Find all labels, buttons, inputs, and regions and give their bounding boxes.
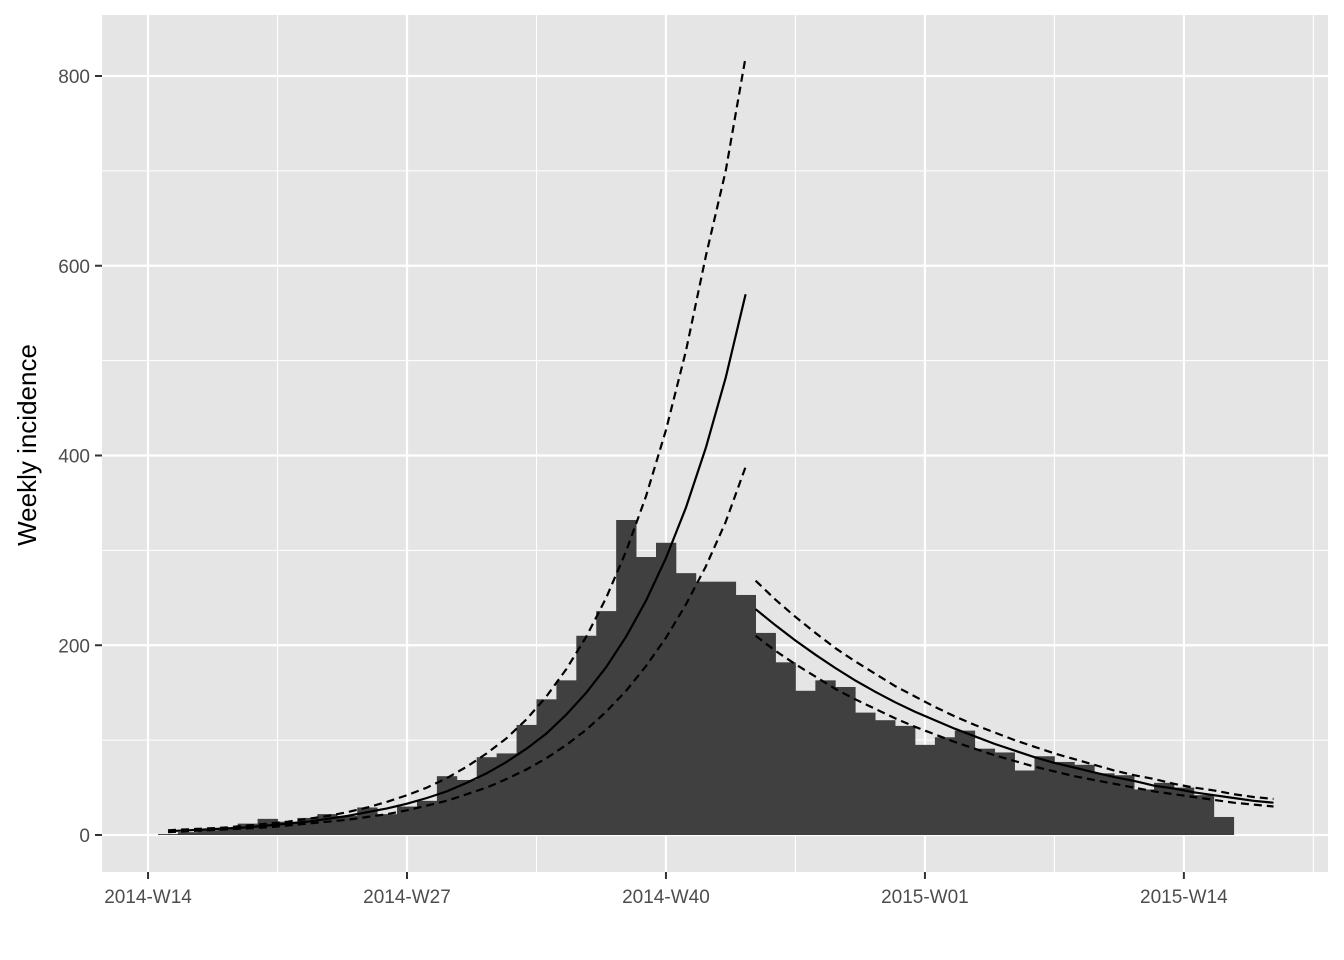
histogram-bar [556,680,577,835]
x-tick-label: 2014-W14 [104,887,192,908]
histogram-bar [436,776,458,835]
histogram-bar [357,807,378,835]
histogram-bar [934,737,956,835]
histogram-bars [158,520,1235,835]
histogram-bar [536,699,557,835]
histogram-bar [636,557,657,835]
confidence-bound-line [754,579,1274,800]
histogram-bar [755,632,776,835]
y-tick-label: 0 [79,826,90,847]
fit-line [754,608,1274,804]
histogram-bar [974,748,996,835]
axis-ticks: 0 200 400 600 800 2014-W14 2014-W27 2014-W40 201… [58,67,1228,908]
histogram-bar [596,611,617,835]
histogram-bar [775,662,796,835]
y-tick-label: 400 [58,447,90,468]
fit-line [167,293,747,833]
histogram-bar [715,581,737,835]
confidence-bound-line [754,634,1274,808]
histogram-bar [416,800,438,835]
histogram-bar [994,752,1015,835]
histogram-bar [1094,773,1115,835]
fit-lines [167,56,1274,834]
histogram-bar [1134,789,1155,835]
histogram-bar [735,594,756,835]
histogram-bar [675,573,697,835]
confidence-bound-line [167,466,747,834]
histogram-bar [914,744,936,835]
histogram-bar [158,834,179,835]
histogram-bar [1014,770,1035,835]
x-tick-label: 2014-W27 [363,887,451,908]
histogram-bar [656,542,677,835]
histogram-bar [855,712,876,835]
histogram-bar [397,806,418,835]
histogram-bar [616,520,637,835]
histogram-bar [875,720,896,835]
histogram-bar [1173,787,1195,835]
histogram-bar [954,730,976,835]
histogram-bar [895,725,916,835]
x-tick-label: 2014-W40 [622,887,710,908]
histogram-bar [1074,764,1095,835]
histogram-bar [795,690,816,835]
histogram-bar [1193,795,1215,835]
histogram-bar [177,832,199,835]
histogram-bar [516,724,537,835]
y-tick-label: 200 [58,636,90,657]
histogram-bar [456,779,478,835]
histogram-bar [1034,756,1055,835]
histogram-bar [1054,761,1075,835]
histogram-bar [496,753,517,835]
histogram-bar [217,828,239,835]
y-tick-label: 800 [58,67,90,88]
x-tick-label: 2015-W01 [881,887,969,908]
x-tick-label: 2015-W14 [1140,887,1228,908]
histogram-bar [1114,775,1135,835]
histogram-bar [1154,782,1175,835]
histogram-bar [695,581,717,835]
histogram-bar [835,686,856,835]
histogram-bar [197,830,219,835]
histogram-bar [1213,816,1235,835]
histogram-bar [815,680,836,835]
confidence-bound-line [167,56,747,832]
y-tick-label: 600 [58,257,90,278]
y-axis-title: Weekly incidence [12,344,42,546]
histogram-bar [377,814,398,835]
